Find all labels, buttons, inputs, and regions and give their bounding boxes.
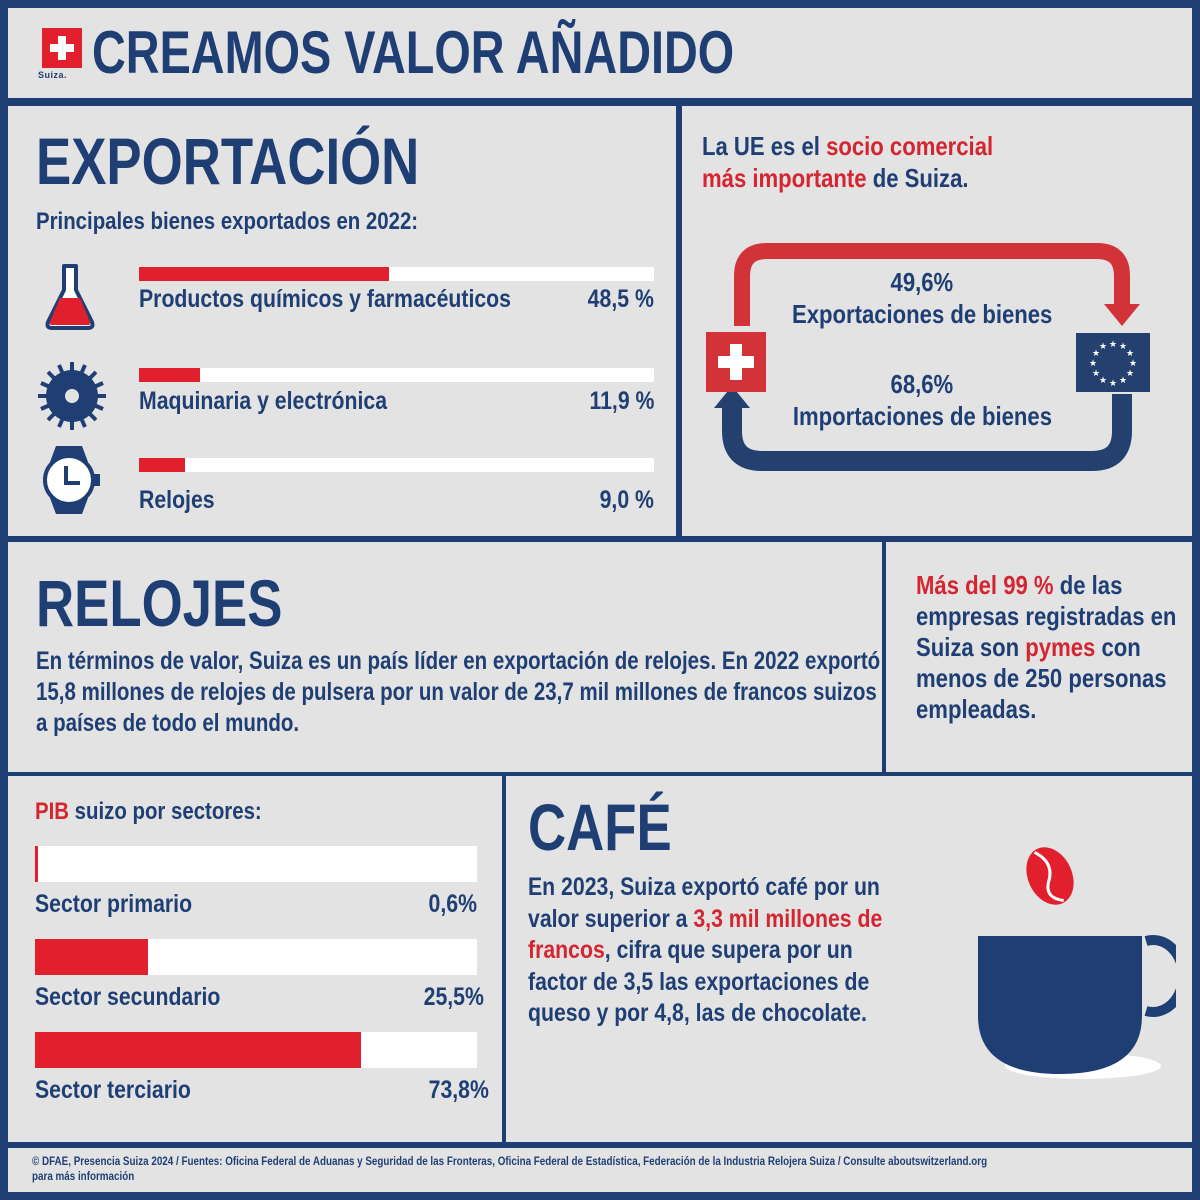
secondary-sector-value: 25,5%: [423, 983, 484, 1011]
imports-label: Importaciones de bienes: [792, 401, 1052, 431]
watches-title: RELOJES: [36, 566, 283, 640]
primary-sector-bar-fill: [35, 846, 38, 882]
tertiary-sector-label: Sector terciario: [35, 1076, 191, 1104]
swiss-flag-icon: [706, 332, 766, 392]
machinery-bar: [139, 368, 654, 382]
eu-trade-panel: La UE es el socio comercial más importan…: [682, 106, 1192, 536]
logo-text: Suiza.: [38, 70, 68, 80]
chemicals-label: Productos químicos y farmacéuticos: [139, 285, 511, 313]
svg-text:★: ★: [1092, 369, 1100, 379]
swiss-cross-icon: [42, 28, 82, 68]
watches-panel: RELOJES En términos de valor, Suiza es u…: [8, 542, 882, 772]
imports-value: 68,6%: [890, 369, 954, 399]
coffee-bean-icon: [1026, 847, 1074, 905]
chemicals-value: 48,5 %: [587, 285, 654, 313]
footer-credits: © DFAE, Presencia Suiza 2024 / Fuentes: …: [32, 1154, 988, 1183]
imports-stat: 68,6% Importaciones de bienes: [682, 368, 1162, 432]
sme-highlight-1: Más del 99 %: [916, 570, 1054, 600]
coffee-text: En 2023, Suiza exportó café por un valor…: [528, 873, 883, 1027]
export-title: EXPORTACIÓN: [36, 124, 420, 198]
sme-text: Más del 99 % de las empresas registradas…: [916, 570, 1177, 724]
exports-value: 49,6%: [890, 267, 954, 297]
svg-text:★: ★: [1099, 342, 1107, 352]
tertiary-sector-value: 73,8%: [428, 1076, 489, 1104]
coffee-highlight: 3,3 mil millones de francos: [528, 904, 883, 965]
exports-label: Exportaciones de bienes: [791, 299, 1053, 329]
footer: © DFAE, Presencia Suiza 2024 / Fuentes: …: [8, 1148, 1192, 1192]
secondary-sector-label: Sector secundario: [35, 983, 221, 1011]
export-item-machinery: Maquinaria y electrónica 11,9 %: [8, 354, 676, 444]
export-subtitle: Principales bienes exportados en 2022:: [36, 208, 419, 235]
svg-text:★: ★: [1119, 376, 1127, 386]
svg-text:★: ★: [1129, 359, 1137, 369]
page-title: CREAMOS VALOR AÑADIDO: [92, 19, 735, 86]
suiza-logo: Suiza.: [36, 28, 84, 80]
machinery-value: 11,9 %: [589, 387, 654, 415]
header: Suiza. CREAMOS VALOR AÑADIDO: [8, 8, 1192, 98]
chemicals-bar-fill: [139, 267, 389, 281]
coffee-cup-icon: [978, 847, 1176, 1079]
primary-sector-label: Sector primario: [35, 890, 193, 918]
secondary-sector-bar-fill: [35, 939, 148, 975]
svg-text:★: ★: [1119, 342, 1127, 352]
watches-bar: [139, 458, 654, 472]
export-item-watches: Relojes 9,0 %: [8, 442, 676, 532]
watches-value: 9,0 %: [599, 486, 654, 514]
gdp-panel: PIB suizo por sectores: Sector primario …: [8, 776, 502, 1142]
primary-sector-bar: [35, 846, 477, 882]
gear-icon: [38, 362, 106, 430]
primary-sector-value: 0,6%: [428, 890, 477, 918]
trade-flow-diagram: ★ ★ ★ ★ ★ ★ ★ ★ ★ ★ ★ ★: [706, 243, 1150, 471]
svg-text:★: ★: [1099, 376, 1107, 386]
svg-text:★: ★: [1089, 359, 1097, 369]
sme-panel: Más del 99 % de las empresas registradas…: [886, 542, 1192, 772]
secondary-sector-bar: [35, 939, 477, 975]
eu-flag-icon: ★ ★ ★ ★ ★ ★ ★ ★ ★ ★ ★ ★: [1076, 333, 1150, 392]
coffee-title: CAFÉ: [528, 790, 672, 864]
tertiary-sector-bar: [35, 1032, 477, 1068]
flask-icon: [45, 264, 95, 330]
svg-text:★: ★: [1126, 369, 1134, 379]
eu-highlight-1: socio comercial: [826, 131, 994, 161]
export-item-chemicals: Productos químicos y farmacéuticos 48,5 …: [8, 256, 676, 346]
exports-stat: 49,6% Exportaciones de bienes: [682, 266, 1162, 330]
watches-bar-fill: [139, 458, 186, 472]
svg-text:★: ★: [1126, 349, 1134, 359]
svg-text:★: ★: [1109, 379, 1117, 389]
sme-highlight-2: pymes: [1025, 632, 1096, 662]
machinery-label: Maquinaria y electrónica: [139, 387, 388, 415]
watches-text: En términos de valor, Suiza es un país l…: [36, 647, 881, 737]
coffee-panel: CAFÉ En 2023, Suiza exportó café por un …: [506, 776, 1192, 1142]
export-panel: EXPORTACIÓN Principales bienes exportado…: [8, 106, 676, 536]
watches-label: Relojes: [139, 486, 215, 514]
tertiary-sector-bar-fill: [35, 1032, 362, 1068]
svg-text:★: ★: [1109, 340, 1117, 350]
eu-highlight-2: más importante: [702, 163, 867, 193]
chemicals-bar: [139, 267, 654, 281]
gdp-title: PIB suizo por sectores:: [35, 798, 262, 825]
eu-statement: La UE es el socio comercial más importan…: [702, 131, 994, 193]
machinery-bar-fill: [139, 368, 201, 382]
watch-icon: [43, 446, 100, 514]
svg-text:★: ★: [1092, 349, 1100, 359]
